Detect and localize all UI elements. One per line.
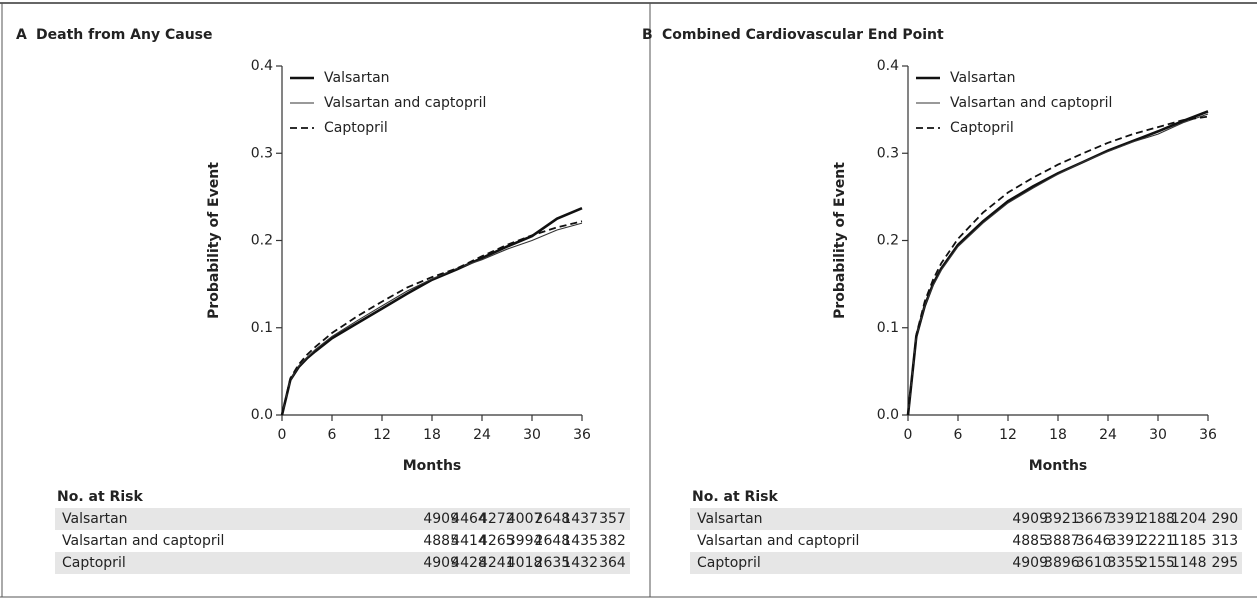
y-axis-title: Probability of Event — [832, 162, 848, 319]
risk-row-name: Valsartan — [697, 511, 763, 527]
x-tick-label: 36 — [573, 427, 591, 443]
risk-count: 2221 — [1139, 533, 1175, 549]
risk-row-band — [690, 552, 1242, 574]
risk-count: 382 — [599, 533, 626, 549]
risk-count: 3887 — [1044, 533, 1080, 549]
x-tick-label: 30 — [523, 427, 541, 443]
risk-row-band — [55, 552, 630, 574]
y-tick-label: 0.3 — [877, 145, 899, 161]
risk-count: 3391 — [1107, 511, 1143, 527]
risk-count: 364 — [599, 555, 626, 571]
legend-label: Valsartan — [950, 70, 1016, 86]
y-tick-label: 0.2 — [251, 233, 273, 249]
km-curve — [281, 222, 583, 416]
legend-label: Valsartan and captopril — [950, 95, 1112, 111]
risk-count: 4909 — [423, 511, 459, 527]
legend-label: Valsartan — [324, 70, 390, 86]
risk-count: 4464 — [451, 511, 487, 527]
km-curve — [280, 207, 583, 416]
x-tick-label: 0 — [278, 427, 287, 443]
y-tick-label: 0.4 — [251, 58, 273, 74]
x-tick-label: 0 — [904, 427, 913, 443]
panel-label: B — [642, 27, 653, 43]
risk-count: 2635 — [535, 555, 571, 571]
risk-count: 1435 — [562, 533, 598, 549]
risk-count: 3610 — [1076, 555, 1112, 571]
risk-count: 4265 — [479, 533, 515, 549]
risk-count: 1432 — [562, 555, 598, 571]
risk-count: 4885 — [1012, 533, 1048, 549]
risk-count: 3994 — [507, 533, 543, 549]
risk-count: 3391 — [1107, 533, 1143, 549]
km-curve — [281, 220, 583, 416]
panel-title: Death from Any Cause — [36, 27, 213, 43]
x-tick-label: 30 — [1149, 427, 1167, 443]
risk-count: 4241 — [479, 555, 515, 571]
x-tick-label: 24 — [473, 427, 491, 443]
risk-row-name: Captopril — [697, 555, 761, 571]
risk-count: 1185 — [1171, 533, 1207, 549]
x-tick-label: 12 — [373, 427, 391, 443]
risk-count: 3355 — [1107, 555, 1143, 571]
legend-label: Captopril — [950, 120, 1014, 136]
risk-count: 313 — [1211, 533, 1238, 549]
risk-count: 3896 — [1044, 555, 1080, 571]
x-axis-title: Months — [403, 458, 462, 474]
x-tick-label: 24 — [1099, 427, 1117, 443]
km-curve — [907, 115, 1209, 416]
y-tick-label: 0.0 — [251, 407, 273, 423]
risk-count: 1204 — [1171, 511, 1207, 527]
risk-row-band — [690, 508, 1242, 530]
y-tick-label: 0.2 — [877, 233, 899, 249]
legend-label: Captopril — [324, 120, 388, 136]
risk-count: 4007 — [507, 511, 543, 527]
risk-count: 4272 — [479, 511, 515, 527]
legend-label: Valsartan and captopril — [324, 95, 486, 111]
km-curve — [906, 110, 1209, 416]
risk-table-title: No. at Risk — [57, 489, 143, 505]
risk-count: 4018 — [507, 555, 543, 571]
x-tick-label: 12 — [999, 427, 1017, 443]
risk-count: 1148 — [1171, 555, 1207, 571]
risk-count: 3921 — [1044, 511, 1080, 527]
x-axis-title: Months — [1029, 458, 1088, 474]
risk-count: 3646 — [1076, 533, 1112, 549]
risk-count: 4414 — [451, 533, 487, 549]
x-tick-label: 18 — [423, 427, 441, 443]
risk-count: 4909 — [423, 555, 459, 571]
risk-count: 4428 — [451, 555, 487, 571]
risk-count: 290 — [1211, 511, 1238, 527]
risk-count: 2648 — [535, 533, 571, 549]
y-tick-label: 0.0 — [877, 407, 899, 423]
x-tick-label: 18 — [1049, 427, 1067, 443]
risk-count: 2188 — [1139, 511, 1175, 527]
y-tick-label: 0.1 — [251, 320, 273, 336]
panel-label: A — [16, 27, 27, 43]
x-tick-label: 36 — [1199, 427, 1217, 443]
risk-count: 1437 — [562, 511, 598, 527]
risk-count: 4909 — [1012, 511, 1048, 527]
risk-count: 4909 — [1012, 555, 1048, 571]
x-tick-label: 6 — [328, 427, 337, 443]
risk-count: 3667 — [1076, 511, 1112, 527]
risk-count: 2648 — [535, 511, 571, 527]
y-axis-title: Probability of Event — [206, 162, 222, 319]
risk-row-name: Captopril — [62, 555, 126, 571]
risk-row-band — [55, 508, 630, 530]
km-curve — [907, 113, 1209, 416]
y-tick-label: 0.4 — [877, 58, 899, 74]
x-tick-label: 6 — [954, 427, 963, 443]
risk-count: 295 — [1211, 555, 1238, 571]
risk-count: 4885 — [423, 533, 459, 549]
y-tick-label: 0.1 — [877, 320, 899, 336]
y-tick-label: 0.3 — [251, 145, 273, 161]
risk-row-name: Valsartan — [62, 511, 128, 527]
panel-title: Combined Cardiovascular End Point — [662, 27, 944, 43]
risk-count: 357 — [599, 511, 626, 527]
risk-row-name: Valsartan and captopril — [62, 533, 224, 549]
risk-count: 2155 — [1139, 555, 1175, 571]
risk-table-title: No. at Risk — [692, 489, 778, 505]
risk-row-name: Valsartan and captopril — [697, 533, 859, 549]
